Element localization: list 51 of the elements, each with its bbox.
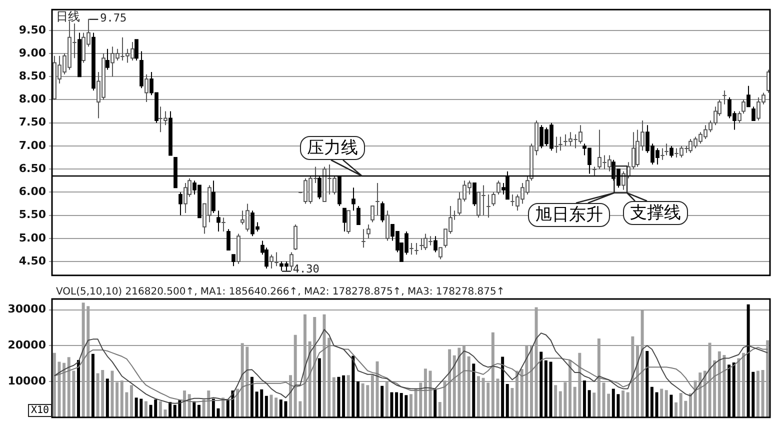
text: X10 xyxy=(28,404,52,418)
bar xyxy=(660,388,664,418)
y-tick-label: 8.00 xyxy=(18,92,46,106)
bar xyxy=(510,388,514,418)
candlestick xyxy=(486,194,491,218)
bar xyxy=(674,402,678,418)
y-tick-label: 5.50 xyxy=(18,208,46,222)
candlestick xyxy=(375,182,380,216)
annotation: 9.75 xyxy=(100,12,127,25)
candlestick xyxy=(409,242,414,256)
candlestick xyxy=(554,136,559,154)
candlestick xyxy=(274,252,279,267)
bar xyxy=(236,388,240,418)
y-tick-label: 4.50 xyxy=(18,254,46,268)
candlestick xyxy=(664,143,669,156)
y-tick-label: 7.50 xyxy=(18,116,46,129)
candlestick xyxy=(592,166,597,177)
y-tick-label: 10000 xyxy=(8,374,46,388)
annotation: 旭日东升 xyxy=(528,203,610,227)
bar xyxy=(607,394,610,418)
annotation: 支撑线 xyxy=(623,201,688,225)
candlestick xyxy=(558,136,563,152)
annotation: 4.30 xyxy=(292,262,320,276)
candlestick xyxy=(221,217,226,232)
bar xyxy=(183,390,186,418)
bar xyxy=(688,393,692,418)
y-tick-label: 6.00 xyxy=(18,185,46,198)
candlestick xyxy=(722,90,727,105)
y-tick-label: 20000 xyxy=(8,338,46,352)
candlestick xyxy=(419,238,424,250)
bar xyxy=(592,392,596,418)
bar xyxy=(274,398,278,418)
y-tick-label: 8.50 xyxy=(18,69,46,82)
y-tick-label: 30000 xyxy=(8,302,46,316)
annotation: 压力线 xyxy=(300,136,365,160)
candlestick xyxy=(361,228,366,248)
candlestick xyxy=(414,242,419,256)
y-tick-label: 9.00 xyxy=(18,46,46,60)
chart-title: VOL(5,10,10) 216820.500↑, MA1: 185640.266↑, MA2: 178278.875↑, MA3: 178278.875↑ xyxy=(56,286,505,298)
y-tick-label: 7.00 xyxy=(18,138,46,152)
bar xyxy=(410,394,412,418)
chart-title: 日线 xyxy=(56,10,80,24)
bar xyxy=(664,390,668,418)
bar xyxy=(144,401,148,418)
candlestick xyxy=(660,148,665,160)
y-tick-label: 6.50 xyxy=(18,162,46,175)
bar xyxy=(130,385,134,418)
y-tick-label: 9.50 xyxy=(18,23,46,36)
y-tick-label: 5.00 xyxy=(18,231,46,244)
bar xyxy=(622,390,625,418)
bar xyxy=(554,385,558,418)
